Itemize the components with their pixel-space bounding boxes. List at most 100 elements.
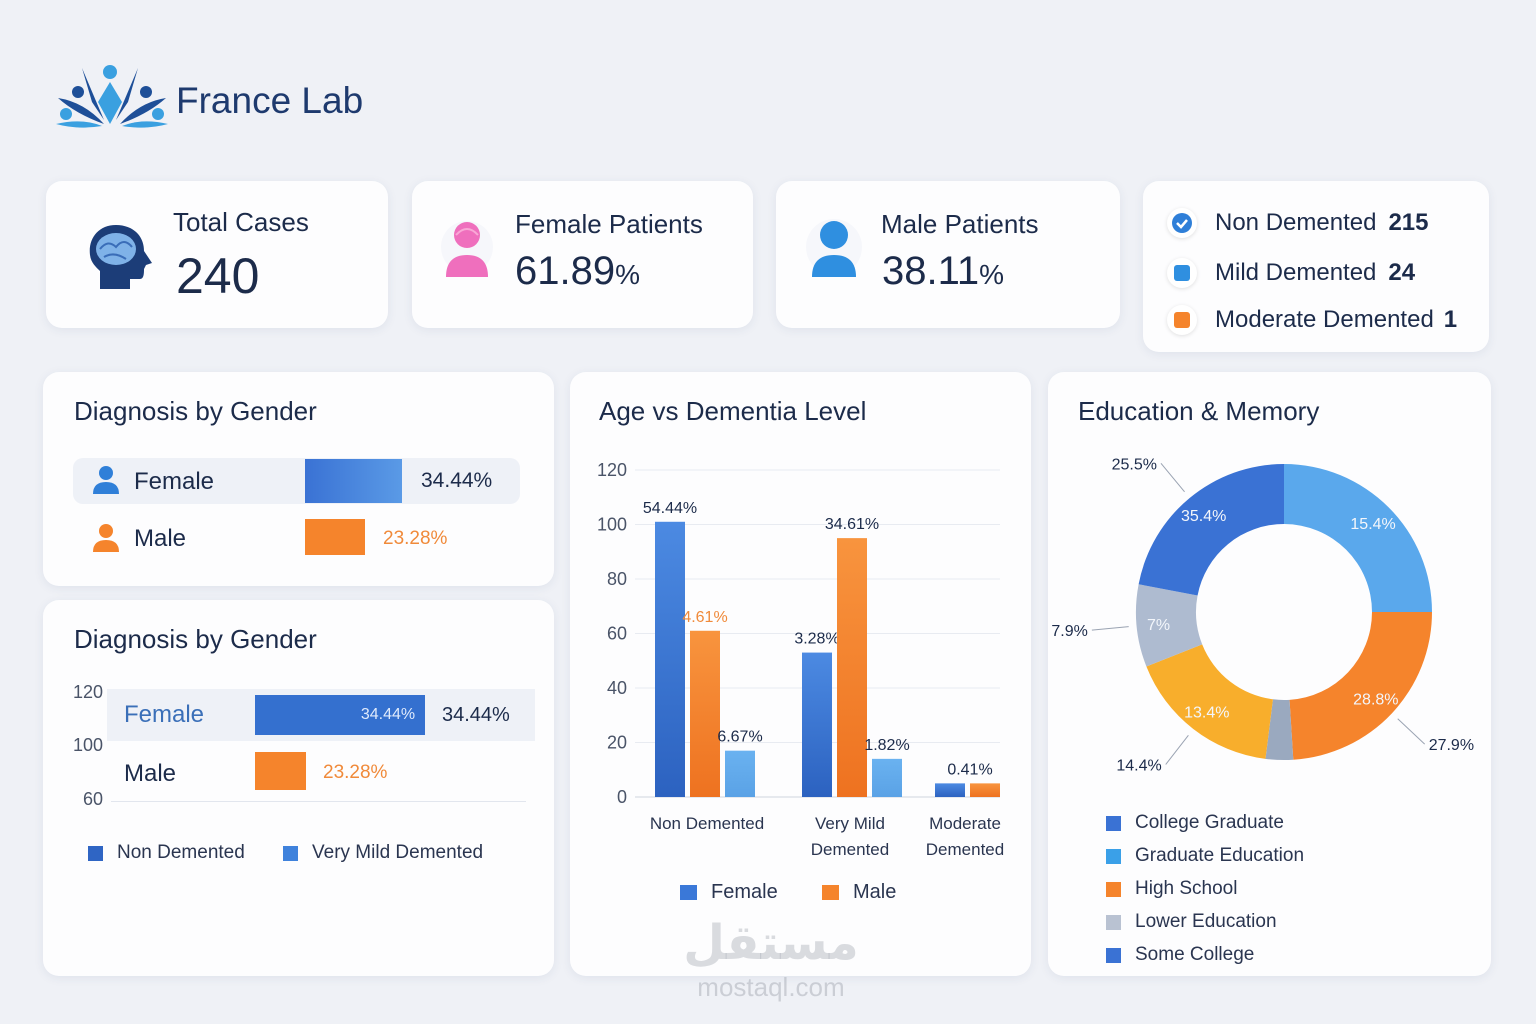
- donut-slice: [1138, 464, 1284, 596]
- female-user-icon: [93, 466, 119, 494]
- y-tick: 120: [72, 682, 103, 702]
- square-icon: [1167, 258, 1197, 288]
- slice-label: 15.4%: [1350, 516, 1395, 533]
- brain-head-icon: [89, 225, 152, 289]
- slice-label: 35.4%: [1181, 508, 1226, 525]
- bar-male: [690, 630, 720, 797]
- male-patients-value: 38.11: [882, 249, 980, 293]
- age-vs-dementia-panel: Age vs Dementia Level 0 20 40 60 80 100 120 54.…: [570, 372, 1031, 976]
- legend-swatch: [1106, 914, 1121, 930]
- legend-male: Male: [822, 881, 896, 904]
- male-user-icon: [806, 219, 862, 277]
- total-cases-card: Total Cases 240: [46, 181, 388, 328]
- panel-title: Age vs Dementia Level: [599, 396, 867, 426]
- watermark-latin: mostaql.com: [697, 972, 845, 1002]
- diagnosis-by-gender-panel-2: Diagnosis by Gender 120 100 60 Female 34…: [43, 600, 554, 976]
- outer-label: 14.4%: [1116, 757, 1161, 774]
- male-label: Male: [124, 760, 177, 787]
- brand-name: France Lab: [176, 80, 364, 121]
- leader-line: [1091, 626, 1129, 631]
- leader-line: [1397, 718, 1426, 745]
- y-tick: 60: [82, 789, 103, 809]
- female-inner-value: 34.44%: [360, 706, 416, 723]
- female-label: Female: [124, 701, 205, 728]
- female-row[interactable]: [73, 458, 520, 504]
- status-summary-card: Non Demented 215 Mild Demented 24 Modera…: [1143, 181, 1489, 352]
- x-tick-label: Demented: [926, 840, 1004, 859]
- status-mild-demented: Mild Demented 24: [1167, 258, 1415, 288]
- male-label: Male: [134, 525, 187, 552]
- legend-swatch: [1106, 815, 1121, 831]
- outer-label: 25.5%: [1112, 456, 1157, 473]
- france-lab-logo-icon: [56, 65, 168, 128]
- watermark-arabic: مستقل: [683, 917, 859, 970]
- outer-label: 27.9%: [1429, 737, 1474, 754]
- status-count: 1: [1443, 306, 1458, 333]
- legend-label: Female: [711, 881, 778, 903]
- legend-item: Some College: [1106, 944, 1254, 966]
- bar-chart: 0 20 40 60 80 100 120 54.44% 4.61% 6.67% Non Demen…: [597, 460, 1004, 859]
- x-tick-label: Non Demented: [650, 814, 764, 833]
- male-patients-unit: %: [979, 259, 1005, 290]
- status-moderate-demented: Moderate Demented 1: [1167, 305, 1457, 335]
- data-label: 0.41%: [947, 761, 992, 778]
- bar-male: [970, 783, 1000, 797]
- slice-label: 7%: [1147, 617, 1170, 634]
- male-patients-title: Male Patients: [881, 209, 1039, 239]
- slice-label: 28.8%: [1353, 691, 1398, 708]
- data-label: 3.28%: [794, 631, 839, 648]
- legend-label: Lower Education: [1135, 911, 1277, 932]
- y-tick-label: 120: [597, 460, 627, 480]
- x-tick-label: Moderate: [929, 814, 1001, 833]
- legend-item: Graduate Education: [1106, 845, 1304, 867]
- female-user-icon: [441, 221, 493, 277]
- outer-label: 7.9%: [1051, 623, 1087, 640]
- female-label: Female: [134, 468, 215, 495]
- legend-non-demented: Non Demented: [88, 842, 245, 864]
- legend-label: College Graduate: [1135, 812, 1284, 833]
- legend-swatch: [1106, 881, 1121, 897]
- donut-slice: [1289, 612, 1432, 760]
- y-tick-label: 20: [607, 733, 627, 753]
- bar-female: [655, 521, 685, 797]
- data-label: 4.61%: [682, 609, 727, 626]
- male-value: 23.28%: [383, 528, 448, 549]
- leader-line: [1160, 462, 1185, 493]
- donut-slice: [1284, 464, 1432, 612]
- bar-series-3: [725, 750, 755, 797]
- status-non-demented: Non Demented 215: [1167, 208, 1428, 238]
- status-count: 215: [1388, 209, 1429, 236]
- bar-male: [837, 538, 867, 797]
- donut-chart: 15.4% 28.8% 27.9% 13.4% 14.4% 7% 7.9% 35.4% 25.5…: [1051, 456, 1474, 774]
- total-cases-title: Total Cases: [173, 207, 309, 237]
- leader-line: [1165, 734, 1189, 765]
- data-label: 34.61%: [825, 516, 879, 533]
- panel-title: Diagnosis by Gender: [74, 624, 317, 654]
- x-tick-label: Demented: [811, 840, 889, 859]
- total-cases-value: 240: [176, 248, 260, 304]
- check-circle-icon: [1167, 208, 1197, 238]
- legend-item: Lower Education: [1106, 911, 1277, 933]
- diagnosis-by-gender-panel: Diagnosis by Gender Female 34.44% Male 2…: [43, 372, 554, 586]
- male-patients-card: Male Patients 38.11%: [776, 181, 1120, 328]
- baseline: [111, 801, 526, 802]
- panel-title: Diagnosis by Gender: [74, 396, 317, 426]
- bar-female: [935, 783, 965, 797]
- panel-title: Education & Memory: [1078, 396, 1320, 426]
- education-memory-panel: Education & Memory 15.4% 28.8% 27.9% 13.4% 1…: [1048, 372, 1491, 976]
- y-tick-label: 80: [607, 569, 627, 589]
- female-value: 34.44%: [421, 469, 493, 492]
- donut-slice: [1146, 644, 1273, 759]
- male-bar: [255, 752, 307, 790]
- data-label: 1.82%: [864, 737, 909, 754]
- bar-female: [802, 652, 832, 797]
- data-label: 6.67%: [717, 729, 762, 746]
- male-bar: [305, 519, 366, 555]
- male-user-icon: [93, 524, 119, 552]
- status-label: Mild Demented: [1215, 259, 1377, 286]
- slice-label: 13.4%: [1184, 705, 1229, 722]
- legend-item: College Graduate: [1106, 812, 1284, 834]
- male-value: 23.28%: [323, 762, 388, 783]
- female-patients-value: 61.89: [515, 249, 616, 293]
- legend-very-mild-demented: Very Mild Demented: [283, 842, 483, 864]
